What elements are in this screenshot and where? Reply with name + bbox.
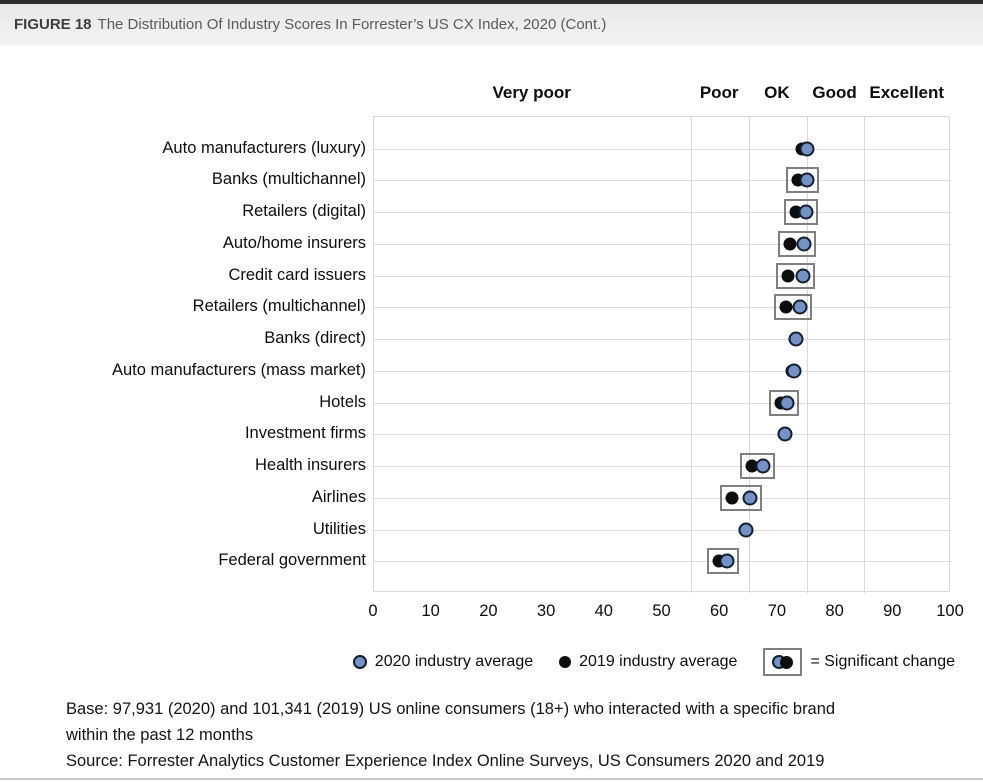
base-note-line2: within the past 12 months — [66, 726, 254, 744]
row-gridline — [374, 434, 951, 436]
x-tick-50: 50 — [652, 602, 671, 620]
dot-2020-11 — [755, 458, 771, 474]
category-label: Auto manufacturers (mass market) — [112, 360, 366, 379]
category-label: Banks (direct) — [264, 329, 366, 348]
legend-significant-label: = Significant change — [810, 653, 955, 670]
significant-change-box — [720, 484, 763, 511]
category-label: Retailers (multichannel) — [192, 297, 366, 316]
dot-2020-8 — [786, 363, 802, 379]
significant-change-box — [739, 453, 776, 480]
band-label-excellent: Excellent — [869, 83, 945, 102]
x-tick-60: 60 — [710, 602, 729, 620]
row-gridline — [374, 561, 951, 563]
x-tick-40: 40 — [594, 602, 613, 620]
row-gridline — [374, 466, 951, 468]
category-label: Hotels — [319, 392, 366, 411]
row-gridline — [374, 275, 951, 277]
x-tick-70: 70 — [767, 602, 787, 620]
row-gridline — [374, 529, 951, 531]
category-label: Auto/home insurers — [222, 233, 366, 252]
dot-2020-13 — [738, 522, 754, 538]
category-label: Auto manufacturers (luxury) — [162, 138, 366, 157]
x-tick-30: 30 — [536, 602, 556, 620]
legend-2020-dot-icon — [352, 655, 367, 669]
dot-2020-6 — [792, 299, 808, 315]
row-gridline — [374, 243, 951, 245]
significant-change-box — [786, 167, 819, 194]
legend-significant-2019-dot-icon — [780, 655, 794, 669]
figure-number: FIGURE 18 — [14, 16, 92, 33]
base-note-line1: Base: 97,931 (2020) and 101,341 (2019) U… — [66, 700, 836, 718]
legend-2019-label: 2019 industry average — [579, 653, 738, 670]
x-tick-90: 90 — [883, 602, 902, 620]
category-label: Retailers (digital) — [242, 202, 366, 221]
significant-change-box — [707, 548, 740, 575]
figure-bottom-border — [0, 778, 983, 780]
significant-change-box — [783, 199, 819, 226]
significant-change-box — [773, 294, 812, 321]
figure-footer: Base: 97,931 (2020) and 101,341 (2019) U… — [66, 696, 966, 774]
row-gridline — [374, 180, 951, 182]
dot-2019-6 — [779, 300, 793, 314]
category-label: Banks (multichannel) — [211, 170, 366, 189]
significant-change-box — [776, 262, 815, 289]
x-tick-80: 80 — [825, 602, 844, 620]
dot-2019-12 — [725, 491, 739, 505]
dot-2020-10 — [777, 426, 793, 442]
legend-item-2019: 2019 industry average — [559, 653, 737, 671]
dot-2020-5 — [795, 268, 811, 284]
category-label: Federal government — [218, 551, 366, 570]
dot-2019-4 — [783, 237, 797, 251]
significant-change-box — [778, 230, 816, 257]
band-boundary-gridline — [864, 117, 866, 593]
band-label-very-poor: Very poor — [492, 83, 571, 102]
dot-2020-4 — [796, 236, 812, 252]
row-gridline — [374, 212, 951, 214]
row-gridline — [374, 148, 951, 150]
legend-2019-dot-icon — [559, 656, 572, 668]
category-label: Credit card issuers — [228, 265, 366, 284]
band-label-ok: OK — [764, 83, 790, 102]
x-tick-0: 0 — [368, 602, 378, 620]
dot-2020-3 — [798, 204, 814, 220]
dot-2020-7 — [788, 331, 804, 347]
dot-2020-2 — [799, 172, 815, 188]
row-gridline — [374, 307, 951, 309]
legend-2020-label: 2020 industry average — [374, 653, 534, 670]
category-label: Airlines — [311, 487, 366, 506]
dot-2020-14 — [719, 553, 735, 569]
dot-2020-1 — [799, 141, 815, 157]
legend-significant-box-icon — [763, 648, 803, 676]
x-tick-100: 100 — [936, 602, 964, 620]
significant-change-box — [769, 389, 800, 416]
band-label-good: Good — [812, 83, 857, 102]
legend-item-2020: 2020 industry average — [352, 653, 534, 671]
band-boundary-gridline — [749, 117, 751, 593]
band-boundary-gridline — [806, 117, 808, 593]
figure-header: FIGURE 18 The Distribution Of Industry S… — [0, 4, 983, 45]
x-tick-10: 10 — [421, 602, 440, 620]
plot-area — [373, 116, 951, 593]
source-note: Source: Forrester Analytics Customer Exp… — [66, 752, 825, 770]
dot-2020-12 — [742, 490, 758, 506]
category-label: Utilities — [312, 519, 366, 538]
figure-title: The Distribution Of Industry Scores In F… — [97, 16, 607, 33]
category-label: Health insurers — [255, 456, 366, 475]
dot-2020-9 — [779, 395, 795, 411]
row-gridline — [374, 370, 951, 372]
row-gridline — [374, 402, 951, 404]
legend-item-significant: = Significant change — [763, 648, 955, 676]
cx-index-chart: Very poor Poor OK Good Excellent Auto manufa… — [0, 45, 983, 645]
x-tick-20: 20 — [479, 602, 498, 620]
band-boundary-gridline — [691, 117, 693, 593]
figure-top-border — [0, 0, 983, 4]
row-gridline — [374, 339, 951, 341]
dot-2019-11 — [745, 459, 759, 473]
row-gridline — [374, 497, 951, 499]
dot-2019-5 — [781, 269, 795, 283]
chart-legend: 2020 industry average 2019 industry aver… — [0, 648, 955, 676]
category-label: Investment firms — [244, 424, 366, 443]
band-label-poor: Poor — [699, 83, 739, 102]
